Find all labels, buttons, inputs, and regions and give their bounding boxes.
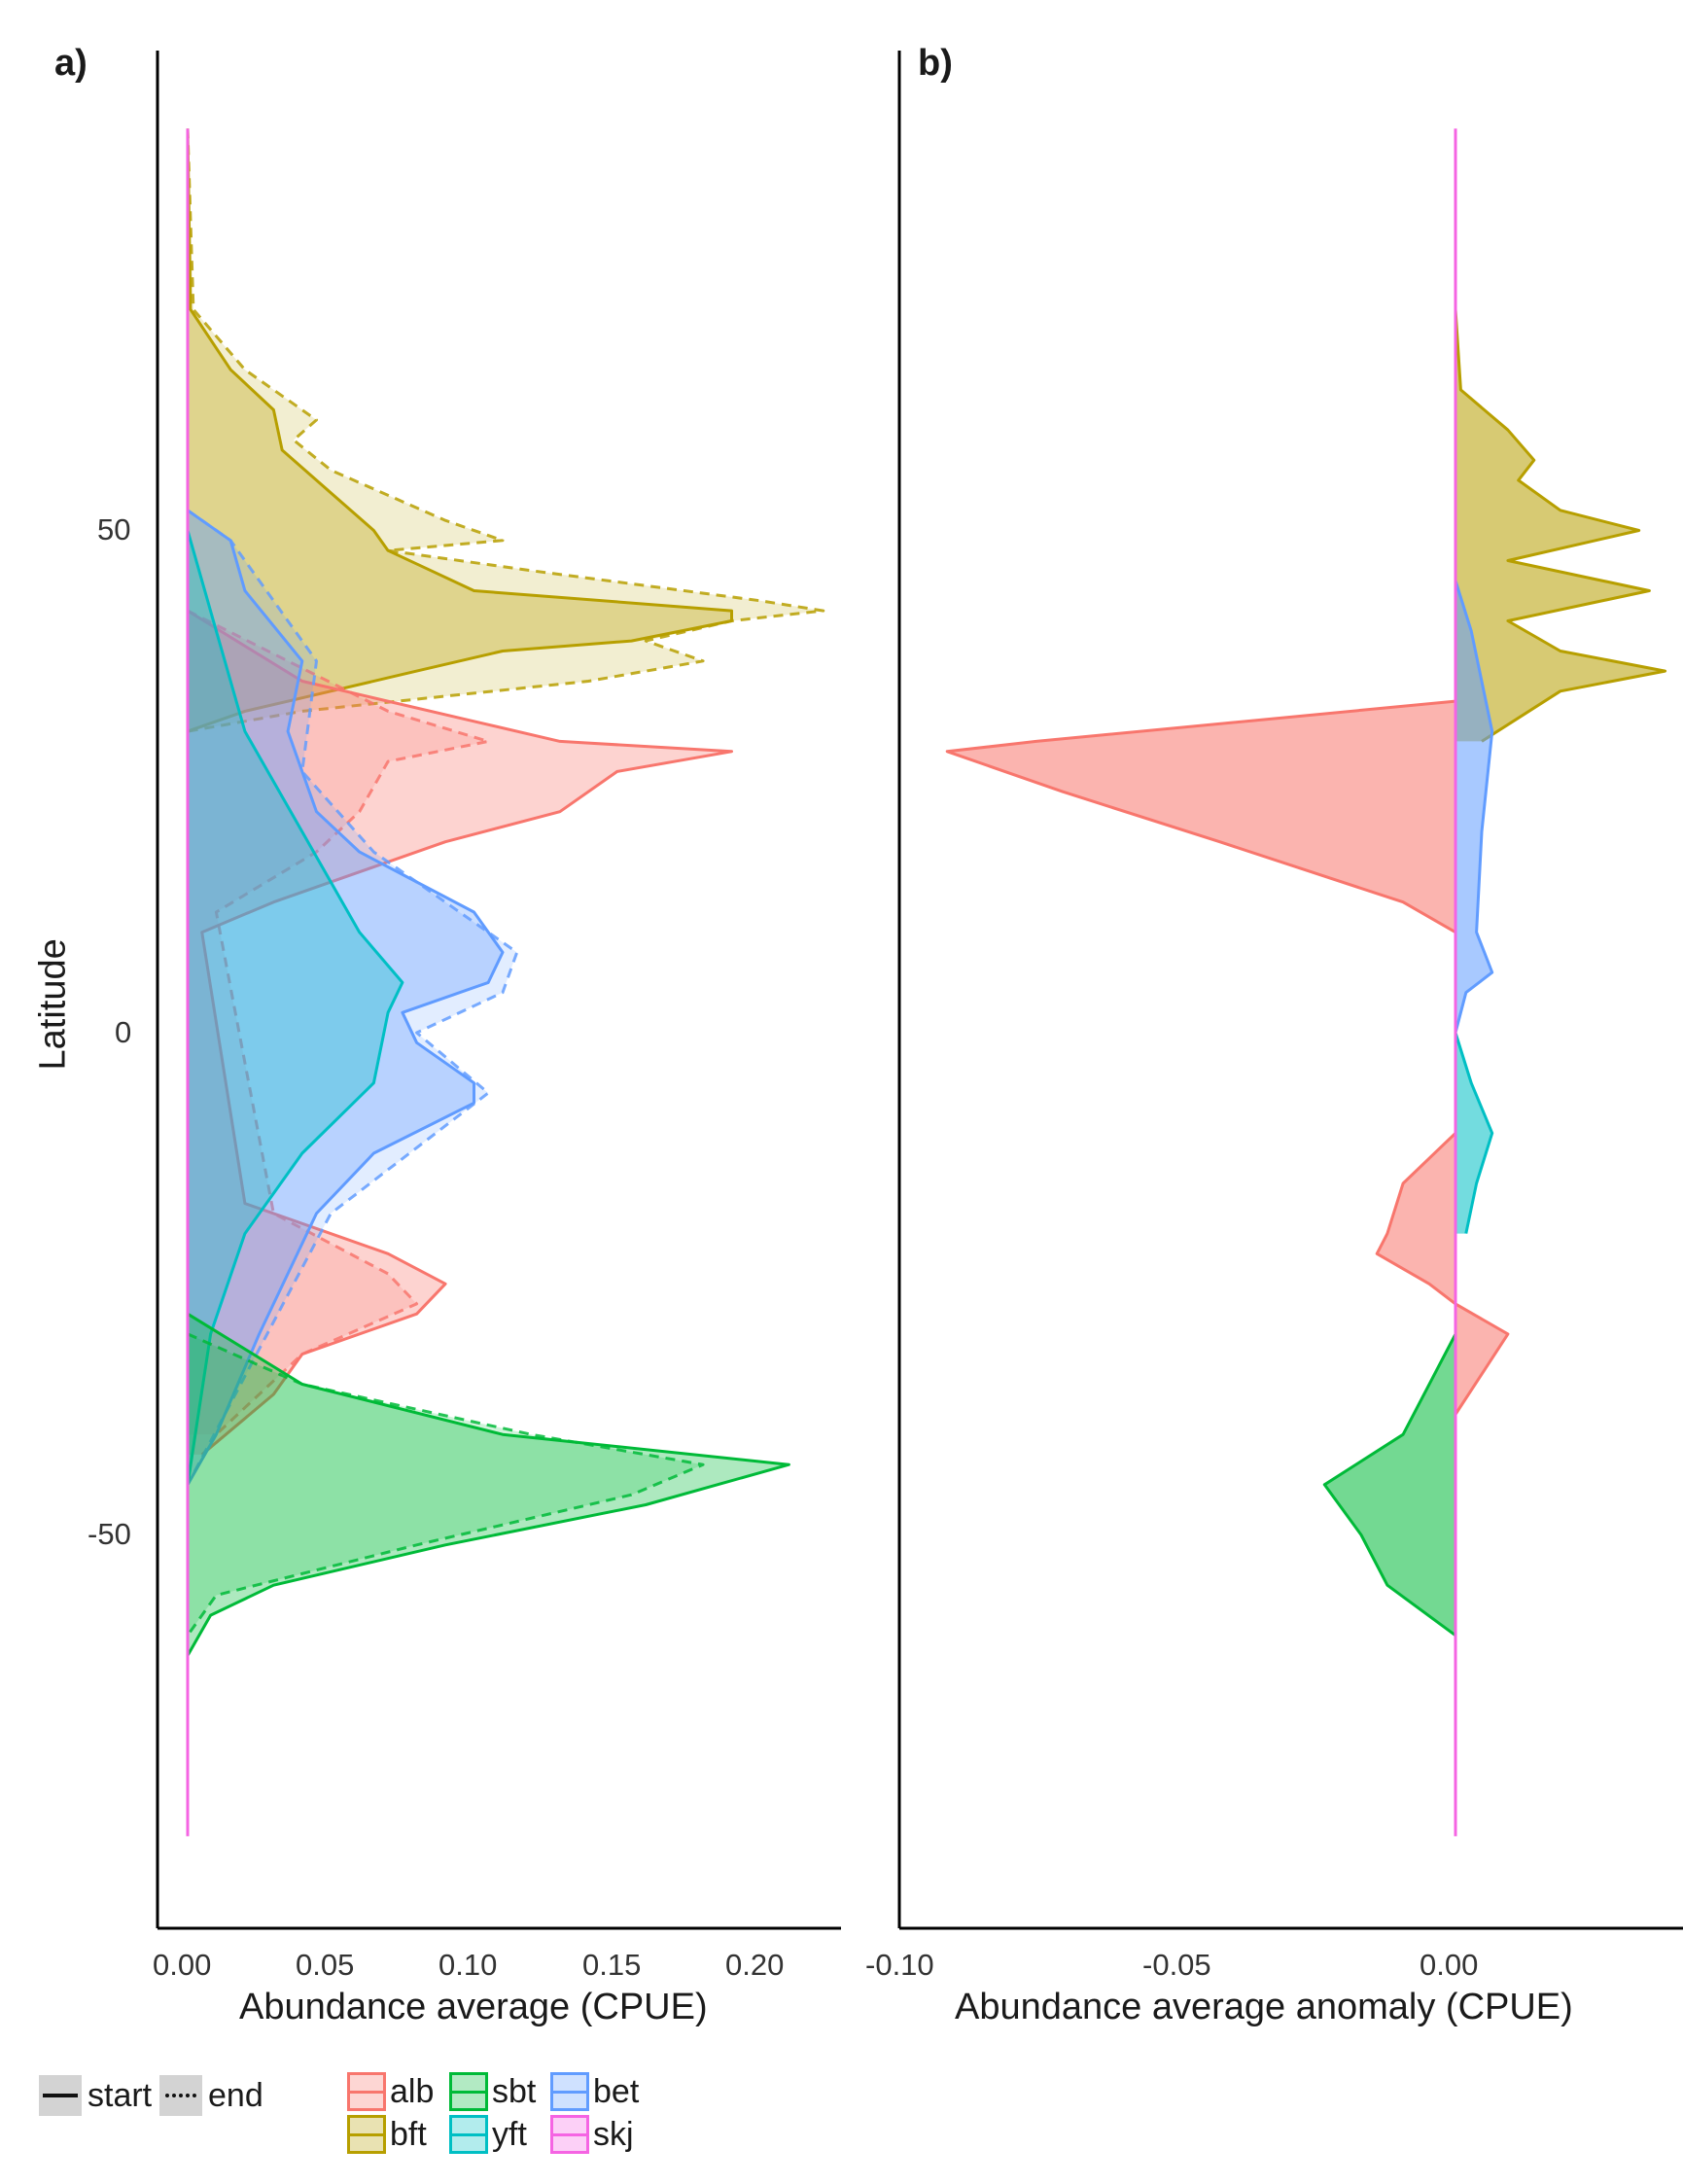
skj-key-icon xyxy=(550,2115,589,2154)
legend-item-sbt: sbt xyxy=(449,2072,536,2111)
bet-area xyxy=(188,510,517,1485)
x-tick-b-2: 0.00 xyxy=(1420,1948,1479,1982)
x-axis-title-a: Abundance average (CPUE) xyxy=(239,1987,708,2027)
legend-item-alb: alb xyxy=(347,2072,434,2111)
y-tick-neg50: -50 xyxy=(88,1517,131,1551)
x-tick-a-0: 0.00 xyxy=(153,1948,212,1982)
x-tick-a-4: 0.20 xyxy=(725,1948,785,1982)
x-tick-a-3: 0.15 xyxy=(582,1948,642,1982)
yft-start-line xyxy=(186,530,404,1486)
bet-start-line xyxy=(1454,580,1494,1034)
alb-end-line xyxy=(187,609,490,1436)
legend-label-bet: bet xyxy=(593,2072,640,2110)
y-tick-50: 50 xyxy=(97,512,131,546)
x-tick-a-1: 0.05 xyxy=(296,1948,355,1982)
solid-line-key-icon xyxy=(39,2075,82,2116)
bft-end-line xyxy=(186,128,825,733)
bft-area xyxy=(188,128,824,732)
sbt-area xyxy=(188,1333,704,1636)
x-tick-b-1: -0.05 xyxy=(1142,1948,1211,1982)
y-tick-0: 0 xyxy=(115,1015,132,1049)
legend-label-start: start xyxy=(88,2076,153,2114)
alb-start-line xyxy=(187,609,733,1457)
bft-start-line xyxy=(186,128,733,733)
legend-label-bft: bft xyxy=(390,2115,427,2153)
dotted-line-key-icon xyxy=(159,2075,202,2116)
bft-area xyxy=(188,128,732,732)
legend-item-start: start xyxy=(39,2075,152,2116)
legend-label-end: end xyxy=(208,2076,263,2114)
bet-end-line xyxy=(186,509,519,1486)
legend-item-bet: bet xyxy=(550,2072,639,2111)
yft-start-line xyxy=(1454,1032,1494,1234)
sbt-key-icon xyxy=(449,2072,488,2111)
y-axis-title: Latitude xyxy=(32,938,74,1071)
yft-key-icon xyxy=(449,2115,488,2154)
alb-start-line xyxy=(945,699,1510,1416)
x-axis-title-b: Abundance average anomaly (CPUE) xyxy=(955,1987,1573,2027)
legend-item-end: end xyxy=(159,2075,263,2116)
legend-label-sbt: sbt xyxy=(492,2072,537,2110)
bft-key-icon xyxy=(347,2115,386,2154)
bet-start-line xyxy=(186,509,505,1486)
legend-item-skj: skj xyxy=(550,2115,634,2154)
yft-area xyxy=(188,530,403,1485)
sbt-start-line xyxy=(186,1312,790,1657)
alb-area xyxy=(947,701,1508,1415)
legend-item-bft: bft xyxy=(347,2115,427,2154)
alb-area xyxy=(188,611,489,1435)
alb-area xyxy=(188,611,732,1455)
panel-a-label: a) xyxy=(54,43,88,84)
alb-key-icon xyxy=(347,2072,386,2111)
x-tick-a-2: 0.10 xyxy=(438,1948,498,1982)
bft-area xyxy=(1455,309,1665,742)
legend-label-skj: skj xyxy=(593,2115,634,2153)
legend-label-yft: yft xyxy=(492,2115,527,2153)
x-tick-b-0: -0.10 xyxy=(865,1948,934,1982)
panel-b-label: b) xyxy=(918,43,953,84)
bft-start-line xyxy=(1454,309,1667,743)
yft-area xyxy=(1455,1033,1492,1234)
sbt-area xyxy=(1324,1333,1455,1636)
legend-item-yft: yft xyxy=(449,2115,527,2154)
bet-key-icon xyxy=(550,2072,589,2111)
bet-area xyxy=(188,510,503,1485)
legend-label-alb: alb xyxy=(390,2072,435,2110)
sbt-start-line xyxy=(1322,1333,1457,1638)
